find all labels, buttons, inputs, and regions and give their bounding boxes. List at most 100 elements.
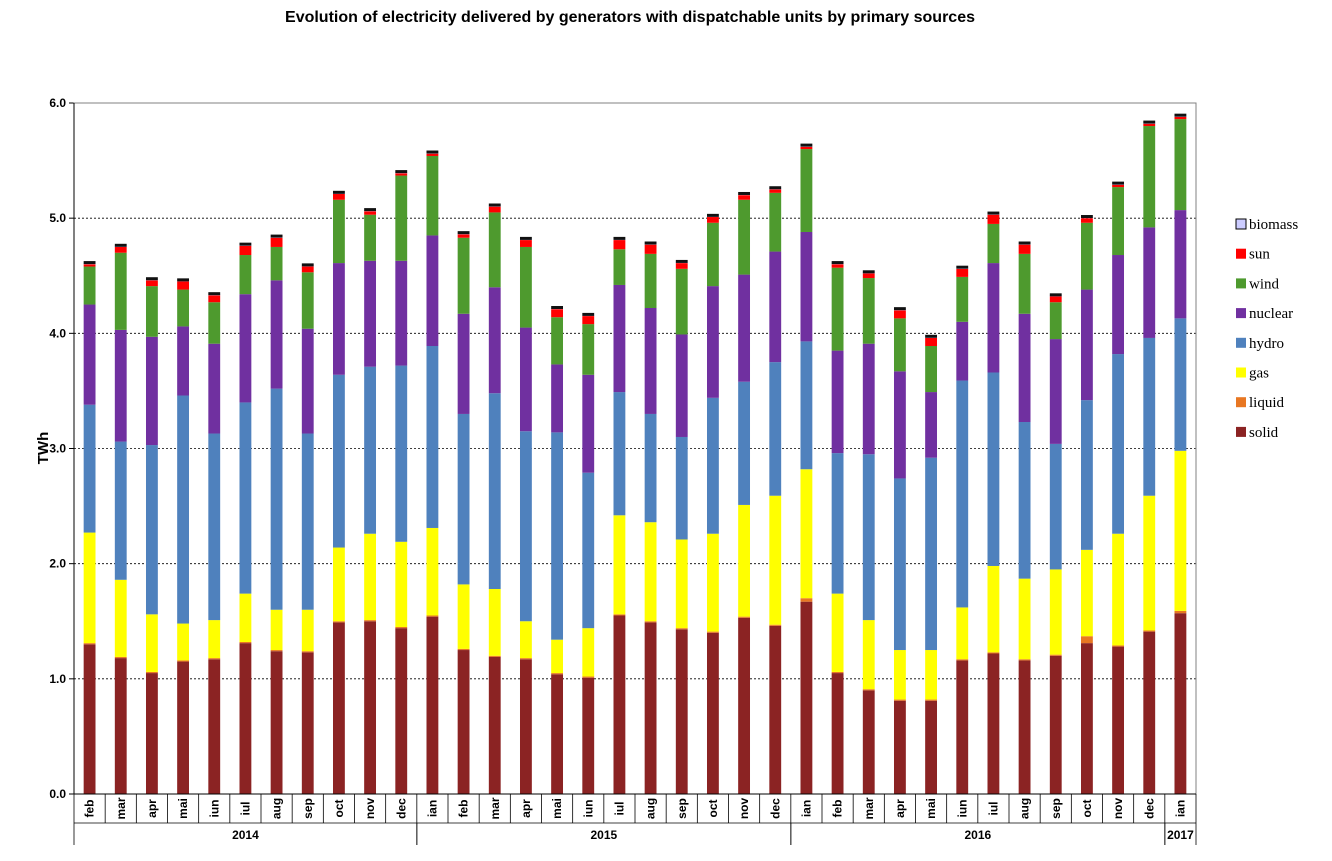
bar-segment-wind <box>925 346 938 393</box>
bar-segment-gas <box>457 584 470 649</box>
bar-segment-hydro <box>738 381 751 505</box>
x-tick-label: iun <box>581 800 595 818</box>
bar-segment-solid <box>738 617 751 794</box>
x-tick-label: ian <box>799 800 813 817</box>
bar-segment-liquid <box>925 699 938 701</box>
bar-segment-gas <box>426 527 439 616</box>
bar-segment-hydro <box>987 372 1000 566</box>
x-tick-label: iun <box>207 800 221 818</box>
bar-segment-wind <box>862 278 875 344</box>
bar-segment-solid <box>1049 655 1062 794</box>
bar-segment-sun <box>551 309 564 318</box>
bar-segment-hydro <box>457 413 470 585</box>
bar-segment-wind <box>582 324 595 375</box>
bar-segment-sun <box>1174 116 1187 120</box>
bar-segment-sun <box>301 266 314 273</box>
bar-segment-nuclear <box>987 263 1000 373</box>
bar-segment-liquid <box>956 659 969 661</box>
legend-swatch-solid <box>1236 426 1246 437</box>
bar-cap <box>582 312 595 316</box>
bar-segment-gas <box>208 620 221 659</box>
x-tick-label: aug <box>1018 798 1032 819</box>
bar-segment-gas <box>145 614 158 672</box>
bar-segment-gas <box>551 639 564 674</box>
bar-segment-liquid <box>239 641 252 644</box>
bar-segment-solid <box>1018 660 1031 794</box>
x-tick-label: mar <box>862 797 876 819</box>
bar-segment-sun <box>769 189 782 193</box>
bar-segment-hydro <box>551 432 564 640</box>
bar-segment-solid <box>208 659 221 794</box>
x-tick-label: iul <box>986 802 1000 816</box>
y-tick-label: 4.0 <box>49 326 66 340</box>
bar-segment-sun <box>1049 296 1062 303</box>
bar-segment-hydro <box>364 366 377 534</box>
bar-segment-solid <box>1112 646 1125 794</box>
x-tick-label: mai <box>176 798 190 819</box>
bar-cap <box>956 265 969 269</box>
bar-segment-hydro <box>1174 318 1187 451</box>
bar-segment-liquid <box>706 631 719 633</box>
bar-segment-wind <box>706 222 719 287</box>
bar-segment-nuclear <box>1174 210 1187 319</box>
legend-label-sun: sun <box>1249 247 1270 263</box>
bar-segment-sun <box>114 246 127 253</box>
bar-segment-sun <box>831 264 844 268</box>
bar-segment-gas <box>364 533 377 621</box>
bar-segment-nuclear <box>1018 313 1031 423</box>
bar-segment-hydro <box>332 374 345 548</box>
bar-segment-gas <box>987 565 1000 653</box>
bar-segment-solid <box>706 632 719 794</box>
bar-cap <box>426 150 439 154</box>
x-tick-label: feb <box>457 800 471 818</box>
bar-segment-hydro <box>800 341 813 470</box>
bar-segment-wind <box>239 255 252 295</box>
y-tick-label: 5.0 <box>49 211 66 225</box>
x-tick-label: nov <box>1111 798 1125 820</box>
bar-segment-hydro <box>519 431 532 622</box>
bar-segment-gas <box>675 539 688 629</box>
bar-segment-gas <box>1049 569 1062 655</box>
bar-segment-hydro <box>83 404 96 533</box>
bar-segment-sun <box>426 153 439 156</box>
bar-layer <box>83 113 1187 794</box>
bar-segment-gas <box>177 623 190 661</box>
bar-segment-sun <box>1112 184 1125 188</box>
bar-segment-gas <box>270 609 283 651</box>
bar-segment-liquid <box>395 627 408 629</box>
x-tick-label: ian <box>425 800 439 817</box>
x-tick-label: nov <box>363 798 377 820</box>
bar-segment-gas <box>1174 450 1187 611</box>
bar-segment-hydro <box>395 365 408 542</box>
bar-segment-liquid <box>208 658 221 660</box>
bar-cap <box>987 211 1000 215</box>
bar-segment-nuclear <box>488 287 501 394</box>
bar-segment-nuclear <box>800 231 813 342</box>
bar-segment-wind <box>301 272 314 329</box>
bar-segment-hydro <box>301 433 314 610</box>
bar-segment-liquid <box>1112 645 1125 647</box>
bar-cap <box>270 234 283 238</box>
bar-segment-hydro <box>177 395 190 624</box>
bar-cap <box>83 261 96 265</box>
bar-segment-gas <box>956 607 969 660</box>
x-tick-label: sep <box>1049 798 1063 819</box>
legend-label-nuclear: nuclear <box>1249 306 1293 322</box>
x-tick-label: oct <box>706 799 720 817</box>
bar-segment-liquid <box>301 651 314 653</box>
bar-segment-liquid <box>426 615 439 617</box>
legend: biomass sun wind nuclear hydro gas liquid solid <box>1235 217 1298 441</box>
bar-segment-sun <box>1080 218 1093 223</box>
year-label: 2017 <box>1167 828 1194 842</box>
bar-segment-solid <box>644 622 657 794</box>
bar-segment-nuclear <box>1080 289 1093 401</box>
x-tick-label: mai <box>550 798 564 819</box>
bar-segment-solid <box>769 625 782 794</box>
bar-segment-nuclear <box>956 321 969 381</box>
bar-segment-wind <box>488 212 501 288</box>
y-axis-title: TWh <box>35 432 52 464</box>
x-tick-label: iul <box>238 802 252 816</box>
bar-segment-sun <box>239 245 252 256</box>
x-tick-label: mai <box>924 798 938 819</box>
